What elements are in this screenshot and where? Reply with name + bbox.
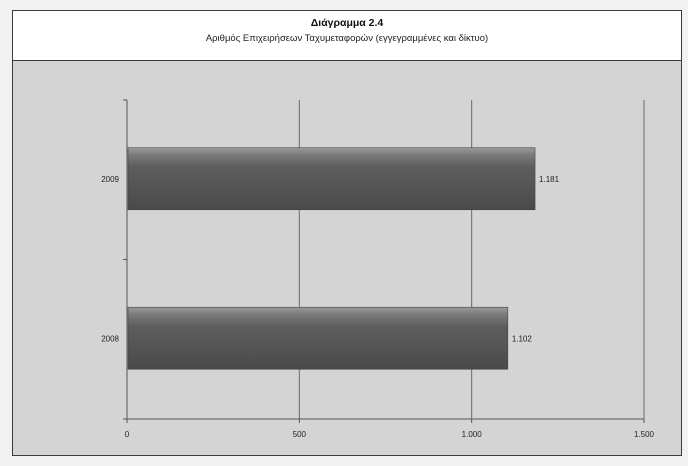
bar-2008 xyxy=(127,306,509,370)
chart-title: Διάγραμμα 2.4 xyxy=(310,17,384,29)
data-label: 1.181 xyxy=(539,175,560,184)
x-tick-label: 0 xyxy=(125,430,130,439)
x-tick-label: 1.000 xyxy=(462,430,483,439)
y-tick-label: 2008 xyxy=(101,334,119,343)
x-tick-label: 1.500 xyxy=(634,430,655,439)
chart-frame: Διάγραμμα 2.4 Αριθμός Επιχειρήσεων Ταχυμ… xyxy=(12,10,682,456)
x-tick-label: 500 xyxy=(293,430,307,439)
chart-subtitle: Αριθμός Επιχειρήσεων Ταχυμεταφορών (εγγε… xyxy=(205,33,489,44)
chart-header: Διάγραμμα 2.4 Αριθμός Επιχειρήσεων Ταχυμ… xyxy=(13,11,681,61)
data-label: 1.102 xyxy=(512,334,533,343)
y-tick-label: 2009 xyxy=(101,175,119,184)
bar-2009 xyxy=(127,147,536,211)
